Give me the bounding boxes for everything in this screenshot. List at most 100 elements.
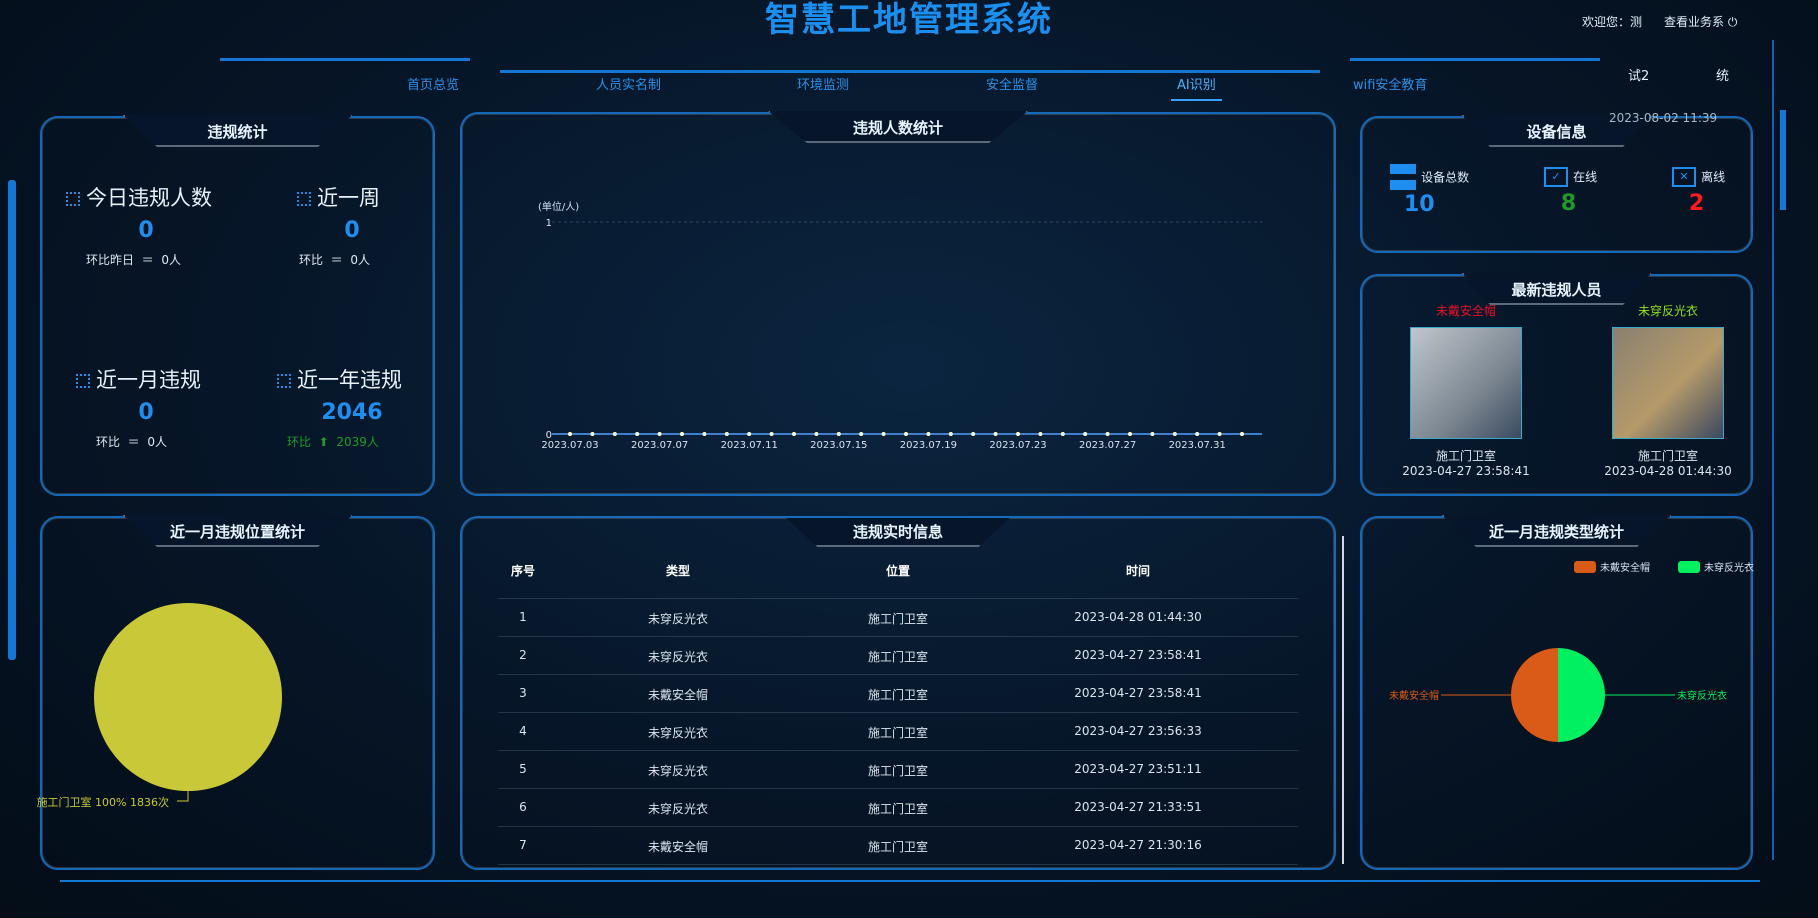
legend-swatch bbox=[1574, 561, 1596, 573]
data-point bbox=[680, 432, 684, 436]
data-point bbox=[590, 432, 595, 436]
current-datetime: 2023-08-02 11:39 bbox=[1609, 111, 1718, 125]
data-point bbox=[635, 432, 640, 436]
latest-item[interactable]: 未穿反光衣 施工门卫室 2023-04-28 01:44:30 bbox=[1598, 302, 1738, 478]
y-tick-label: 0 bbox=[546, 430, 552, 441]
data-point bbox=[1083, 432, 1088, 436]
realtime-table: 序号 类型 位置 时间 1 未穿反光衣 施工门卫室 2023-04-28 01:44:30 2 未… bbox=[498, 552, 1298, 868]
device-offline: ✕ 离线 2 bbox=[1672, 166, 1725, 216]
grid-icon bbox=[66, 192, 80, 206]
data-point bbox=[993, 432, 998, 436]
table-cell: 2023-04-27 23:51:11 bbox=[1074, 762, 1202, 776]
panel-title: 设备信息 bbox=[1526, 123, 1587, 141]
stat-compare: 环比 ＝ 0人 bbox=[76, 433, 216, 450]
data-point bbox=[948, 432, 953, 436]
table-cell: 未穿反光衣 bbox=[647, 612, 708, 626]
table-row[interactable]: 2 未穿反光衣 施工门卫室 2023-04-27 23:58:41 bbox=[498, 637, 1298, 674]
table-cell: 未穿反光衣 bbox=[647, 650, 708, 664]
table-cell: 2 bbox=[519, 648, 527, 662]
data-point bbox=[1240, 432, 1244, 436]
table-cell: 施工门卫室 bbox=[867, 612, 928, 626]
frame-right-line bbox=[1772, 40, 1774, 860]
latest-item[interactable]: 未戴安全帽 施工门卫室 2023-04-27 23:58:41 bbox=[1396, 302, 1536, 478]
device-total: 设备总数 10 bbox=[1390, 164, 1469, 217]
power-icon: ⏻ bbox=[1727, 15, 1738, 29]
location-stats-panel: 近一月违规位置统计 施工门卫室 100% 1836次 bbox=[37, 515, 435, 870]
nav-realname[interactable]: 人员实名制 bbox=[596, 78, 662, 93]
pie-slice bbox=[1558, 648, 1605, 742]
x-tick-label: 2023.07.23 bbox=[989, 440, 1046, 451]
table-row[interactable]: 1 未穿反光衣 施工门卫室 2023-04-28 01:44:30 bbox=[498, 599, 1298, 636]
data-point bbox=[1150, 432, 1155, 436]
compare-label: 环比昨日 bbox=[86, 253, 135, 267]
device-online-value: 8 bbox=[1560, 190, 1577, 216]
data-point bbox=[747, 432, 752, 436]
stat-label: 今日违规人数 bbox=[66, 182, 226, 212]
table-cell: 4 bbox=[519, 724, 527, 738]
row-divider bbox=[498, 636, 1298, 637]
stat-label: 近一年违规 bbox=[277, 364, 427, 394]
nav-wifi[interactable]: wifi安全教育 bbox=[1353, 78, 1428, 93]
table-cell: 1 bbox=[519, 610, 527, 624]
table-cell: 未戴安全帽 bbox=[647, 840, 708, 854]
frame-bottom bbox=[60, 880, 1760, 882]
nav-environment[interactable]: 环境监测 bbox=[797, 78, 850, 93]
data-point bbox=[724, 432, 729, 436]
pie-slice bbox=[1511, 648, 1558, 742]
pie-label: 未穿反光衣 bbox=[1677, 689, 1727, 702]
table-row[interactable]: 3 未戴安全帽 施工门卫室 2023-04-27 23:58:41 bbox=[498, 675, 1298, 712]
pie-slice-location bbox=[94, 603, 282, 791]
table-header: 序号 类型 位置 时间 bbox=[498, 552, 1298, 598]
device-offline-label: 离线 bbox=[1701, 170, 1726, 184]
table-row[interactable]: 4 未穿反光衣 施工门卫室 2023-04-27 23:56:33 bbox=[498, 713, 1298, 750]
trend-chart-panel: 违规人数统计 (单位/人) 0 1 2023.07.03 2023.07.07 2023… bbox=[460, 111, 1336, 496]
compare-value: 2039人 bbox=[336, 435, 379, 449]
trend-line-chart: 0 1 2023.07.03 2023.07.07 2023.07.11 2023.07.… bbox=[541, 218, 1262, 451]
extra-link-2[interactable]: 统 bbox=[1716, 69, 1730, 84]
app-title: 智慧工地管理系统 bbox=[765, 0, 1053, 40]
pie-label: 未戴安全帽 bbox=[1389, 689, 1439, 702]
legend-label: 未穿反光衣 bbox=[1704, 561, 1754, 574]
nav-home[interactable]: 首页总览 bbox=[407, 78, 460, 93]
stat-compare: 环比 ⬆ 2039人 bbox=[277, 433, 427, 450]
nav-ai[interactable]: AI识别 bbox=[1171, 74, 1222, 101]
table-row[interactable]: 5 未穿反光衣 施工门卫室 2023-04-27 23:51:11 bbox=[498, 751, 1298, 788]
table-scrollbar[interactable] bbox=[1342, 536, 1344, 864]
extra-link-1[interactable]: 试2 bbox=[1628, 69, 1650, 84]
violation-location: 施工门卫室 bbox=[1435, 449, 1496, 463]
x-tick-label: 2023.07.27 bbox=[1079, 440, 1136, 451]
row-divider bbox=[498, 788, 1298, 789]
data-point bbox=[1217, 432, 1222, 436]
table-cell: 2023-04-27 21:33:51 bbox=[1074, 800, 1202, 814]
column-header: 位置 bbox=[885, 564, 910, 578]
x-tick-label: 2023.07.03 bbox=[541, 440, 598, 451]
data-point bbox=[1105, 432, 1110, 436]
panel-title: 最新违规人员 bbox=[1511, 281, 1602, 299]
table-row[interactable]: 6 未穿反光衣 施工门卫室 2023-04-27 21:33:51 bbox=[498, 789, 1298, 826]
frame-left bbox=[8, 180, 16, 660]
data-point bbox=[612, 432, 617, 436]
business-system-link[interactable]: 查看业务系 ⏻ bbox=[1664, 13, 1737, 30]
data-point bbox=[1128, 432, 1132, 436]
table-cell: 2023-04-27 23:58:41 bbox=[1074, 686, 1202, 700]
column-header: 类型 bbox=[665, 564, 690, 578]
violation-photo[interactable] bbox=[1410, 327, 1522, 439]
nav-safety[interactable]: 安全监督 bbox=[986, 78, 1039, 93]
table-cell: 施工门卫室 bbox=[867, 688, 928, 702]
header-line-mid bbox=[500, 70, 1320, 73]
stat-week: 近一周 0 环比 ＝ 0人 bbox=[297, 182, 407, 268]
compare-value: 0人 bbox=[147, 435, 167, 449]
panel-tab bbox=[122, 515, 353, 547]
latest-panel: 最新违规人员 未戴安全帽 施工门卫室 2023-04-27 23:58:41 未… bbox=[1360, 273, 1753, 496]
compare-label: 环比 bbox=[299, 253, 324, 267]
data-point bbox=[836, 432, 841, 436]
violation-photo[interactable] bbox=[1612, 327, 1724, 439]
unit-label: (单位/人) bbox=[538, 202, 580, 213]
table-row[interactable]: 8未穿反光衣施工门卫室2023-04-27 21:30:16 bbox=[498, 865, 1298, 868]
trend-equal-icon: ＝ bbox=[141, 253, 154, 267]
stat-label: 近一月违规 bbox=[76, 364, 216, 394]
x-tick-label: 2023.07.11 bbox=[721, 440, 778, 451]
table-row[interactable]: 7 未戴安全帽 施工门卫室 2023-04-27 21:30:16 bbox=[498, 827, 1298, 864]
panel-title: 违规统计 bbox=[207, 123, 268, 141]
